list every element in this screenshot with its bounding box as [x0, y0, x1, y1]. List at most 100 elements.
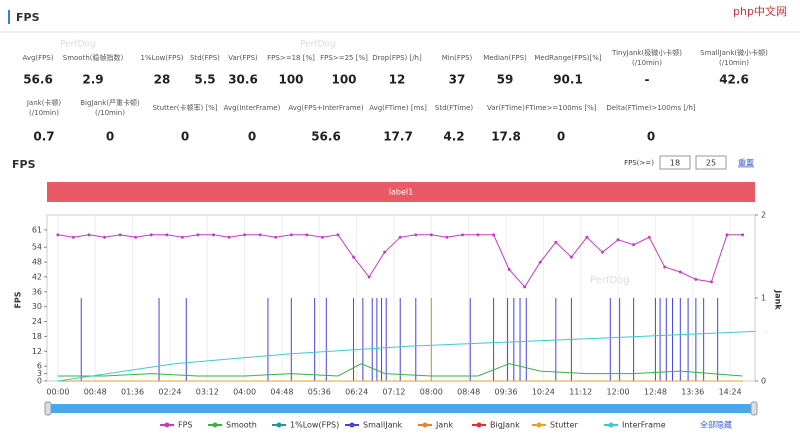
x-tick-label: 02:24 — [158, 388, 181, 397]
stat-value: 30.6 — [228, 73, 258, 87]
legend-label[interactable]: Smooth — [226, 421, 257, 430]
series-point — [632, 243, 636, 247]
series-point — [71, 235, 75, 239]
watermark: PerfDog — [60, 40, 96, 50]
series-point — [741, 233, 745, 237]
series-point — [694, 277, 698, 281]
watermark: PerfDog — [300, 40, 336, 50]
stat-label: Std(FTime) — [435, 104, 473, 112]
stat-label: FTime>=100ms [%] — [526, 104, 597, 112]
series-point — [429, 233, 433, 237]
y-tick-label: 30 — [32, 302, 42, 311]
stat-label: Median(FPS) — [483, 54, 527, 62]
legend-label[interactable]: Jank — [435, 421, 453, 430]
series-line — [57, 234, 743, 288]
series-point — [367, 275, 371, 279]
y-tick-label: 24 — [32, 317, 42, 326]
legend-label[interactable]: FPS — [178, 421, 193, 430]
legend-label[interactable]: InterFrame — [622, 421, 666, 430]
plot-area — [46, 214, 756, 382]
series-point — [103, 235, 107, 239]
x-tick-label: 01:36 — [121, 388, 144, 397]
reset-link[interactable]: 重置 — [738, 158, 754, 168]
x-tick-label: 12:48 — [644, 388, 667, 397]
hide-all[interactable]: 全部隐藏 — [700, 420, 732, 430]
legend-swatch[interactable] — [476, 422, 482, 428]
legend-swatch[interactable] — [164, 422, 170, 428]
threshold-label: FPS(>=) — [624, 159, 654, 167]
series-point — [289, 233, 293, 237]
x-tick-label: 04:48 — [270, 388, 293, 397]
series-point — [180, 235, 184, 239]
legend-label[interactable]: 1%Low(FPS) — [290, 421, 339, 430]
stat-label: MedRange(FPS)[%] — [534, 54, 602, 62]
x-tick-label: 07:12 — [382, 388, 405, 397]
x-tick-label: 08:48 — [457, 388, 480, 397]
stat-label: Delta(FTime)>100ms [/h] — [606, 104, 696, 112]
logo: php中文网 — [733, 4, 787, 18]
stat-value: 5.5 — [194, 73, 215, 87]
stat-label: TinyJank(极微小卡顿) — [611, 48, 682, 57]
series-point — [445, 235, 449, 239]
x-tick-label: 14:24 — [719, 388, 742, 397]
legend-swatch[interactable] — [536, 422, 542, 428]
stat-value: 37 — [449, 73, 466, 87]
stat-value: 56.6 — [23, 73, 53, 87]
stat-label: Avg(FPS+InterFrame) — [288, 104, 363, 112]
series-point — [352, 255, 356, 259]
y-tick-label: 12 — [32, 347, 42, 356]
stat-label: 1%Low(FPS) — [140, 54, 183, 62]
series-point — [663, 265, 667, 269]
stat-value: 2.9 — [82, 73, 103, 87]
legend-swatch[interactable] — [276, 422, 282, 428]
series-point — [460, 233, 464, 237]
label-banner[interactable] — [47, 182, 755, 202]
legend-swatch[interactable] — [608, 422, 614, 428]
series-point — [305, 233, 309, 237]
stat-label: (/10min) — [95, 109, 125, 117]
scroll-handle[interactable] — [750, 401, 758, 416]
series-point — [383, 250, 387, 254]
scroll-handle[interactable] — [44, 401, 52, 416]
input-box[interactable] — [659, 155, 691, 170]
stat-value: 28 — [154, 73, 171, 87]
y2-tick-label: 1 — [761, 294, 766, 303]
y-tick-label: 36 — [32, 287, 42, 296]
title-bar — [8, 10, 10, 24]
stat-value: 56.6 — [311, 130, 341, 144]
legend-swatch[interactable] — [422, 422, 428, 428]
watermark: PerfDog — [590, 275, 630, 286]
series-point — [585, 235, 589, 239]
legend-label[interactable]: BigJank — [490, 421, 520, 430]
stat-value: 100 — [331, 73, 356, 87]
stat-label: Std(FPS) — [190, 54, 220, 62]
y-tick-label: 3 — [37, 369, 42, 378]
series-point — [554, 240, 558, 244]
input-value[interactable]: 18 — [670, 159, 680, 168]
input-box[interactable] — [695, 155, 727, 170]
legend-label[interactable]: SmallJank — [363, 421, 403, 430]
scrollbar[interactable] — [47, 404, 755, 413]
input-value[interactable]: 25 — [706, 159, 716, 168]
x-tick-label: 09:36 — [495, 388, 518, 397]
series-point — [243, 233, 247, 237]
x-tick-label: 11:12 — [569, 388, 592, 397]
series-point — [398, 235, 402, 239]
legend-swatch[interactable] — [349, 422, 355, 428]
legend-label[interactable]: Stutter — [550, 421, 578, 430]
stat-label: Avg(FTime) [ms] — [369, 104, 427, 112]
stat-label: Jank(卡顿) — [26, 98, 62, 107]
stat-label: Stutter(卡顿率) [%] — [152, 103, 217, 112]
series-point — [523, 285, 527, 289]
x-tick-label: 12:00 — [607, 388, 630, 397]
series-point — [87, 233, 91, 237]
chart-title: FPS — [12, 158, 36, 171]
legend-swatch[interactable] — [212, 422, 218, 428]
series-line — [57, 363, 743, 377]
stat-label: SmallJank(微小卡顿) — [700, 48, 768, 57]
series-point — [274, 235, 278, 239]
stat-value: 42.6 — [719, 73, 749, 87]
stat-label: Avg(FPS) — [22, 54, 53, 62]
series-point — [538, 260, 542, 264]
